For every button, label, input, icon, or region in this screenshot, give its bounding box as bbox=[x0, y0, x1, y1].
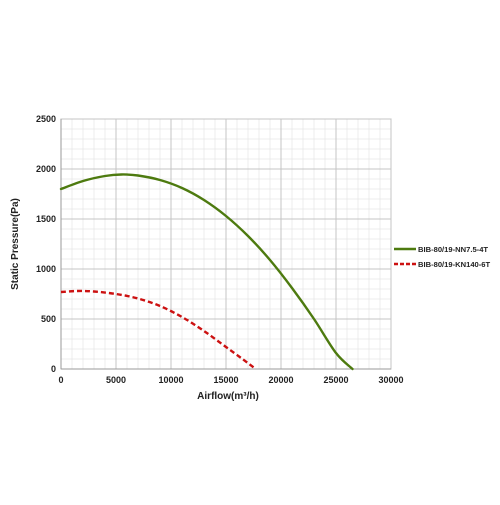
series-line-2 bbox=[60, 289, 257, 370]
x-axis-label: Airflow(m³/h) bbox=[197, 391, 259, 402]
grid bbox=[60, 118, 392, 370]
x-tick-label: 30000 bbox=[378, 375, 403, 385]
x-tick-label: 15000 bbox=[213, 375, 238, 385]
y-tick-label: 1500 bbox=[36, 214, 56, 224]
series-line-1 bbox=[59, 173, 354, 371]
legend-label-2: BIB-80/19-KN140-6T bbox=[418, 260, 491, 269]
y-tick-label: 1000 bbox=[36, 264, 56, 274]
tick-labels: 0 5000 10000 15000 20000 25000 30000 0 500 1000 15… bbox=[36, 114, 404, 385]
x-tick-label: 0 bbox=[58, 375, 63, 385]
y-tick-label: 2000 bbox=[36, 164, 56, 174]
axes bbox=[60, 119, 391, 370]
x-tick-label: 5000 bbox=[106, 375, 126, 385]
x-tick-label: 25000 bbox=[323, 375, 348, 385]
y-tick-label: 0 bbox=[51, 364, 56, 374]
legend-label-1: BIB-80/19-NN7.5-4T bbox=[418, 245, 488, 254]
y-tick-label: 2500 bbox=[36, 114, 56, 124]
legend: BIB-80/19-NN7.5-4T BIB-80/19-KN140-6T bbox=[394, 245, 491, 269]
y-axis-label: Static Pressure(Pa) bbox=[10, 198, 21, 290]
x-tick-label: 10000 bbox=[158, 375, 183, 385]
y-tick-label: 500 bbox=[41, 314, 56, 324]
series-lines bbox=[59, 173, 354, 371]
x-tick-label: 20000 bbox=[268, 375, 293, 385]
